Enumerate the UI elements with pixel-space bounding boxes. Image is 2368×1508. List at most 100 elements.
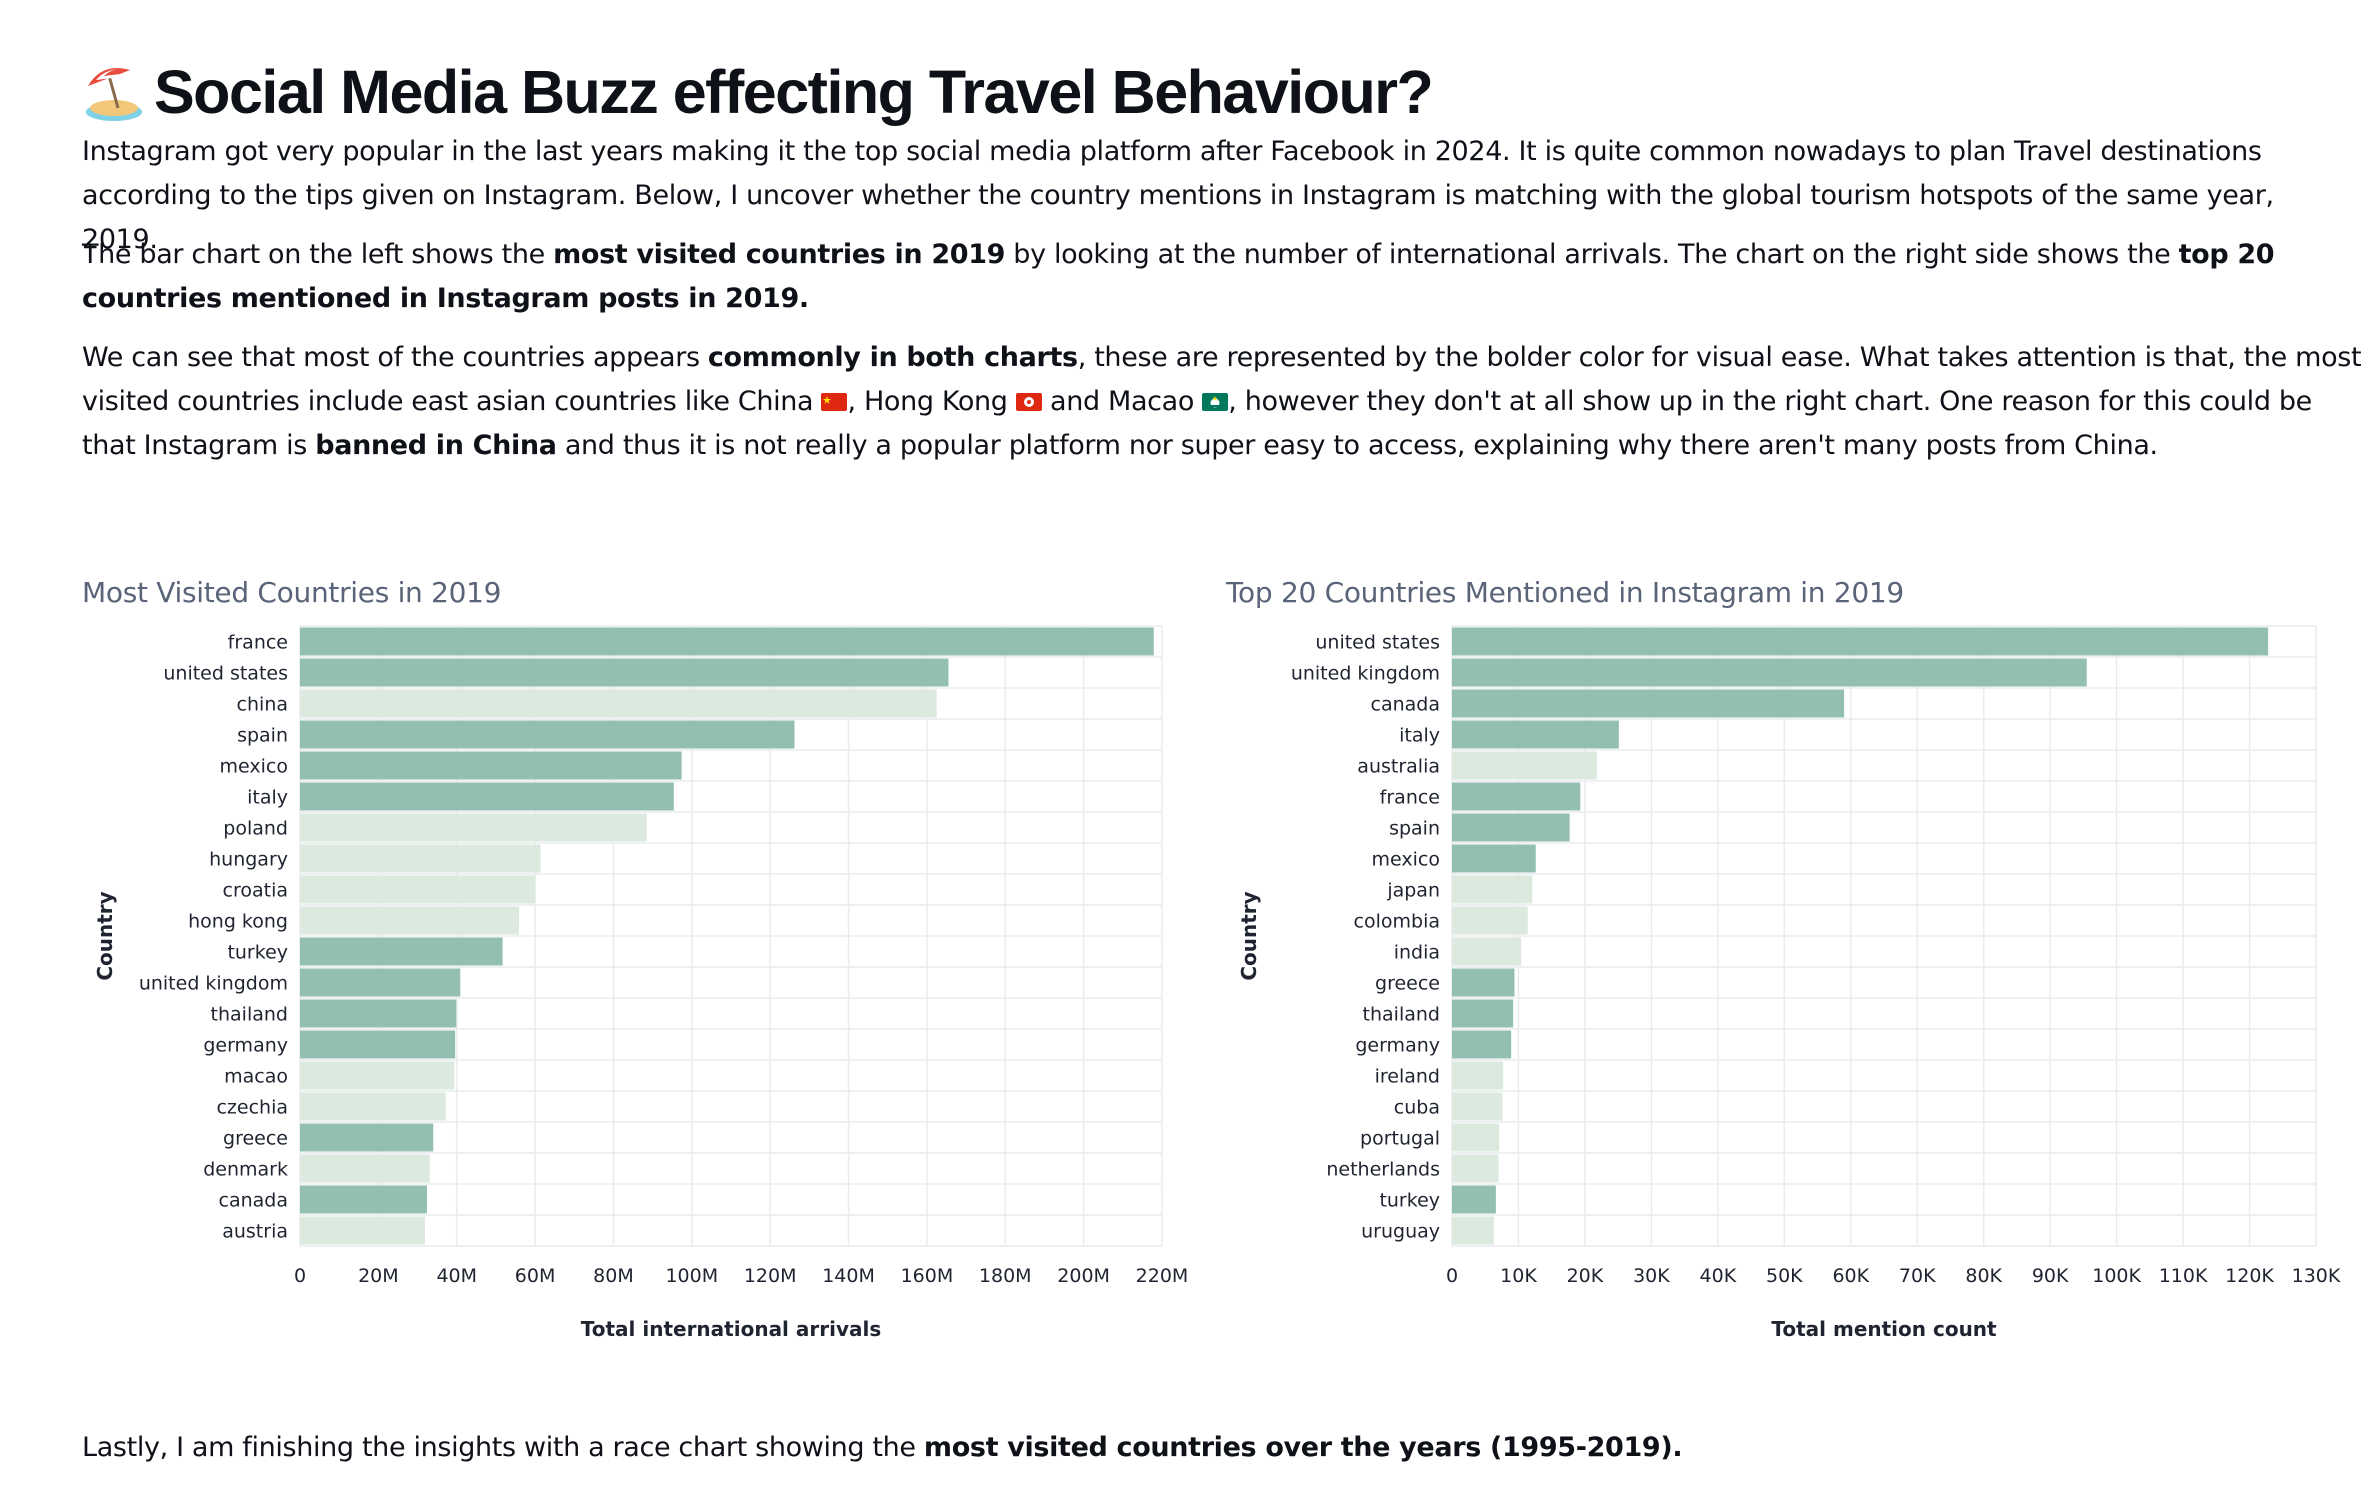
- bar-spain[interactable]: [1452, 813, 1570, 842]
- bar-portugal[interactable]: [1452, 1123, 1500, 1152]
- bar-spain[interactable]: [300, 720, 795, 749]
- x-tick-label: 180M: [979, 1265, 1032, 1287]
- y-tick-label: germany: [1355, 1035, 1440, 1057]
- y-tick-label: portugal: [1360, 1128, 1440, 1150]
- bar-australia[interactable]: [1452, 751, 1597, 780]
- x-tick-label: 40K: [1700, 1265, 1737, 1287]
- bar-turkey[interactable]: [300, 937, 503, 966]
- bar-netherlands[interactable]: [1452, 1154, 1499, 1183]
- y-tick-label: colombia: [1354, 911, 1440, 933]
- bar-thailand[interactable]: [300, 999, 457, 1028]
- y-tick-label: united kingdom: [139, 973, 288, 995]
- bar-mexico[interactable]: [1452, 844, 1536, 873]
- bar-hong-kong[interactable]: [300, 906, 520, 935]
- bar-uruguay[interactable]: [1452, 1216, 1494, 1245]
- y-tick-label: turkey: [227, 942, 288, 964]
- bar-colombia[interactable]: [1452, 906, 1528, 935]
- bar-thailand[interactable]: [1452, 999, 1514, 1028]
- y-tick-label: canada: [1371, 694, 1440, 716]
- p3-text-e: and Macao: [1041, 386, 1203, 417]
- bar-united-states[interactable]: [1452, 627, 2269, 656]
- race-chart-intro-paragraph: Lastly, I am finishing the insights with…: [82, 1426, 2342, 1470]
- bar-czechia[interactable]: [300, 1092, 446, 1121]
- bar-germany[interactable]: [300, 1030, 456, 1059]
- y-tick-label: netherlands: [1326, 1159, 1440, 1181]
- x-tick-label: 40M: [436, 1265, 477, 1287]
- y-tick-label: germany: [203, 1035, 288, 1057]
- x-tick-label: 10K: [1500, 1265, 1537, 1287]
- bar-united-states[interactable]: [300, 658, 949, 687]
- bar-denmark[interactable]: [300, 1154, 430, 1183]
- bar-china[interactable]: [300, 689, 937, 718]
- right-chart-title: Top 20 Countries Mentioned in Instagram …: [1226, 576, 1904, 609]
- y-tick-label: denmark: [203, 1159, 288, 1181]
- y-tick-label: india: [1394, 942, 1440, 964]
- x-tick-label: 110K: [2159, 1265, 2208, 1287]
- gridlines: [299, 625, 1163, 1247]
- bar-italy[interactable]: [300, 782, 674, 811]
- y-tick-label: hong kong: [188, 911, 288, 933]
- bar-turkey[interactable]: [1452, 1185, 1496, 1214]
- x-tick-label: 70K: [1899, 1265, 1936, 1287]
- bar-canada[interactable]: [300, 1185, 427, 1214]
- y-tick-label: italy: [247, 787, 288, 809]
- bar-greece[interactable]: [300, 1123, 434, 1152]
- bar-cuba[interactable]: [1452, 1092, 1503, 1121]
- bar-hungary[interactable]: [300, 844, 541, 873]
- bar-india[interactable]: [1452, 937, 1522, 966]
- y-tick-label: austria: [222, 1221, 288, 1243]
- p2-text-c: by looking at the number of internationa…: [1005, 239, 2179, 270]
- x-tick-label: 120K: [2225, 1265, 2274, 1287]
- bar-united-kingdom[interactable]: [300, 968, 461, 997]
- bar-ireland[interactable]: [1452, 1061, 1504, 1090]
- x-tick-label: 90K: [2032, 1265, 2069, 1287]
- most-visited-countries-chart: 0 20M 40M 60M 80M 100M 120M 140M 160M 180M 200M 220…: [93, 625, 1189, 1341]
- chart-description-paragraph: The bar chart on the left shows the most…: [82, 233, 2342, 321]
- x-axis-title: Total international arrivals: [581, 1317, 882, 1341]
- gridlines: [1451, 625, 2317, 1247]
- bar-macao[interactable]: [300, 1061, 455, 1090]
- title-row: Social Media Buzz effecting Travel Behav…: [82, 52, 2322, 132]
- y-tick-label: uruguay: [1361, 1221, 1440, 1243]
- bar-croatia[interactable]: [300, 875, 536, 904]
- y-tick-label: ireland: [1375, 1066, 1440, 1088]
- p2-text-a: The bar chart on the left shows the: [82, 239, 554, 270]
- insight-paragraph: We can see that most of the countries ap…: [82, 336, 2362, 468]
- p3-bold-b: commonly in both charts: [707, 342, 1078, 373]
- p3-text-d: , Hong Kong: [847, 386, 1016, 417]
- p2-bold-d: top 20 countries mentioned in Instagram …: [82, 239, 2275, 314]
- y-tick-label: france: [1380, 787, 1440, 809]
- x-tick-label: 50K: [1766, 1265, 1803, 1287]
- x-tick-label: 80M: [593, 1265, 634, 1287]
- x-tick-label: 0: [1446, 1265, 1458, 1287]
- bar-united-kingdom[interactable]: [1452, 658, 2087, 687]
- p3-text-c: , these are represented by the bolder co…: [82, 342, 2362, 417]
- y-axis-title: Country: [93, 891, 117, 980]
- x-tick-label: 80K: [1965, 1265, 2002, 1287]
- y-tick-label: macao: [224, 1066, 288, 1088]
- p2-bold-b: most visited countries in 2019: [553, 239, 1006, 270]
- x-tick-label: 220M: [1136, 1265, 1189, 1287]
- bar-japan[interactable]: [1452, 875, 1533, 904]
- hong-kong-flag-icon: [1015, 393, 1042, 411]
- china-flag-icon: [821, 393, 848, 411]
- bar-poland[interactable]: [300, 813, 647, 842]
- left-chart-title: Most Visited Countries in 2019: [82, 576, 502, 609]
- p3-text-h: and thus it is not really a popular plat…: [556, 430, 2158, 461]
- y-tick-label: canada: [219, 1190, 288, 1212]
- bar-france[interactable]: [1452, 782, 1581, 811]
- x-tick-label: 160M: [901, 1265, 954, 1287]
- bar-italy[interactable]: [1452, 720, 1619, 749]
- page-content: Social Media Buzz effecting Travel Behav…: [82, 52, 2322, 132]
- bar-france[interactable]: [300, 627, 1154, 656]
- bar-canada[interactable]: [1452, 689, 1845, 718]
- y-tick-label: thailand: [1363, 1004, 1440, 1026]
- y-tick-label: mexico: [1372, 849, 1440, 871]
- bar-greece[interactable]: [1452, 968, 1515, 997]
- x-tick-label: 60M: [515, 1265, 556, 1287]
- macao-flag-icon: [1202, 393, 1229, 411]
- x-tick-label: 130K: [2292, 1265, 2341, 1287]
- bar-mexico[interactable]: [300, 751, 682, 780]
- bar-germany[interactable]: [1452, 1030, 1512, 1059]
- bar-austria[interactable]: [300, 1216, 425, 1245]
